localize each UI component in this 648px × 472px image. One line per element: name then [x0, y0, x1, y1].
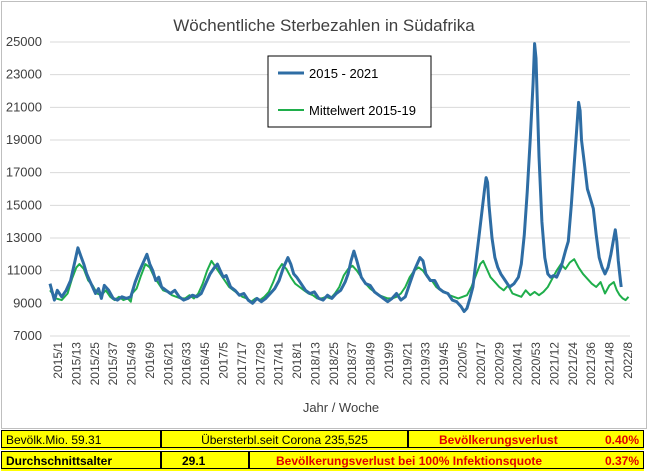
population-loss-value: 0.40%	[604, 433, 639, 447]
series-line-2015-2021	[48, 42, 623, 313]
y-tick-label: 23000	[6, 67, 42, 82]
y-tick-label: 19000	[6, 132, 42, 147]
x-tick-label: 2022/8	[621, 342, 635, 379]
population-cell: Bevölk.Mio. 59.31	[1, 430, 161, 448]
x-tick-label: 2016/33	[180, 342, 194, 386]
info-row-1: Bevölk.Mio. 59.31 Übersterbl.seit Corona…	[1, 430, 644, 450]
x-tick-label: 2021/48	[603, 342, 617, 386]
x-tick-label: 2021/24	[566, 342, 580, 386]
excess-deaths-cell: Übersterbl.seit Corona 235,525	[161, 430, 408, 448]
legend-box	[267, 55, 432, 128]
x-tick-label: 2018/13	[308, 342, 322, 386]
x-tick-label: 2020/29	[492, 342, 506, 386]
excess-deaths-label: Übersterbl.seit Corona	[201, 433, 322, 447]
x-tick-label: 2021/36	[584, 342, 598, 386]
population-value: 59.31	[71, 433, 102, 447]
x-tick-label: 2020/53	[529, 342, 543, 386]
x-axis-ticks: 2015/1 2015/13 2015/25 2015/37 2015/49 2016/9…	[51, 342, 635, 386]
x-tick-label: 2016/45	[198, 342, 212, 386]
x-tick-label: 2020/17	[474, 342, 488, 386]
x-tick-label: 2015/1	[51, 342, 65, 379]
x-tick-label: 2020/5	[456, 342, 470, 379]
y-tick-label: 15000	[6, 197, 42, 212]
x-tick-label: 2020/41	[511, 342, 525, 386]
x-tick-label: 2019/45	[437, 342, 451, 386]
legend: 2015 - 2021 Mittelwert 2015-19	[267, 55, 432, 128]
x-tick-label: 2015/37	[106, 342, 120, 386]
series-line-mean-2015-19	[49, 258, 630, 303]
x-tick-label: 2018/37	[345, 342, 359, 386]
x-tick-label: 2015/25	[88, 342, 102, 386]
y-tick-label: 11000	[7, 263, 42, 278]
population-label: Bevölk.Mio.	[6, 433, 69, 447]
x-tick-label: 2016/21	[161, 342, 175, 386]
x-tick-label: 2016/9	[143, 342, 157, 379]
x-tick-label: 2015/13	[69, 342, 83, 386]
loss-at-full-infection-label: Bevölkerungsverlust bei 100% Infektionsq…	[276, 454, 543, 468]
x-tick-label: 2017/17	[235, 342, 249, 386]
y-tick-label: 17000	[6, 165, 42, 180]
x-tick-label: 2017/41	[272, 342, 286, 386]
y-axis-ticks: 7000 9000 11000 13000 15000 17000 19000 21000 23…	[6, 34, 42, 343]
x-tick-label: 2015/49	[125, 342, 139, 386]
x-tick-label: 2018/25	[327, 342, 341, 386]
x-tick-label: 2019/9	[382, 342, 396, 379]
legend-label-main: 2015 - 2021	[309, 66, 378, 81]
x-tick-label: 2019/33	[419, 342, 433, 386]
info-row-2: Durchschnittsalter 29.1 Bevölkerungsverl…	[1, 451, 644, 471]
loss-at-full-infection-value: 0.37%	[604, 454, 639, 468]
series-lines	[48, 42, 630, 313]
avg-age-value: 29.1	[182, 454, 206, 468]
population-loss-cell: Bevölkerungsverlust 0.40%	[408, 430, 644, 448]
x-tick-label: 2017/29	[253, 342, 267, 386]
x-tick-label: 2018/1	[290, 342, 304, 379]
y-tick-label: 21000	[6, 99, 42, 114]
y-tick-label: 7000	[13, 328, 42, 343]
avg-age-value-cell: 29.1	[161, 451, 249, 469]
x-axis-title: Jahr / Woche	[303, 400, 379, 415]
chart-title: Wöchentliche Sterbezahlen in Südafrika	[173, 16, 475, 35]
avg-age-cell: Durchschnittsalter	[1, 451, 161, 469]
y-tick-label: 9000	[13, 295, 42, 310]
legend-label-mean: Mittelwert 2015-19	[309, 103, 416, 118]
population-loss-label: Bevölkerungsverlust	[439, 433, 558, 447]
x-tick-label: 2017/5	[216, 342, 230, 379]
y-tick-label: 13000	[6, 230, 42, 245]
x-tick-label: 2019/21	[400, 342, 414, 386]
weekly-deaths-chart: Wöchentliche Sterbezahlen in Südafrika 7…	[6, 16, 635, 415]
avg-age-label: Durchschnittsalter	[6, 454, 113, 468]
x-tick-label: 2021/12	[547, 342, 561, 386]
x-tick-label: 2018/49	[364, 342, 378, 386]
y-tick-label: 25000	[6, 34, 42, 49]
excess-deaths-value: 235,525	[324, 433, 368, 447]
loss-at-full-infection-cell: Bevölkerungsverlust bei 100% Infektionsq…	[249, 451, 644, 469]
